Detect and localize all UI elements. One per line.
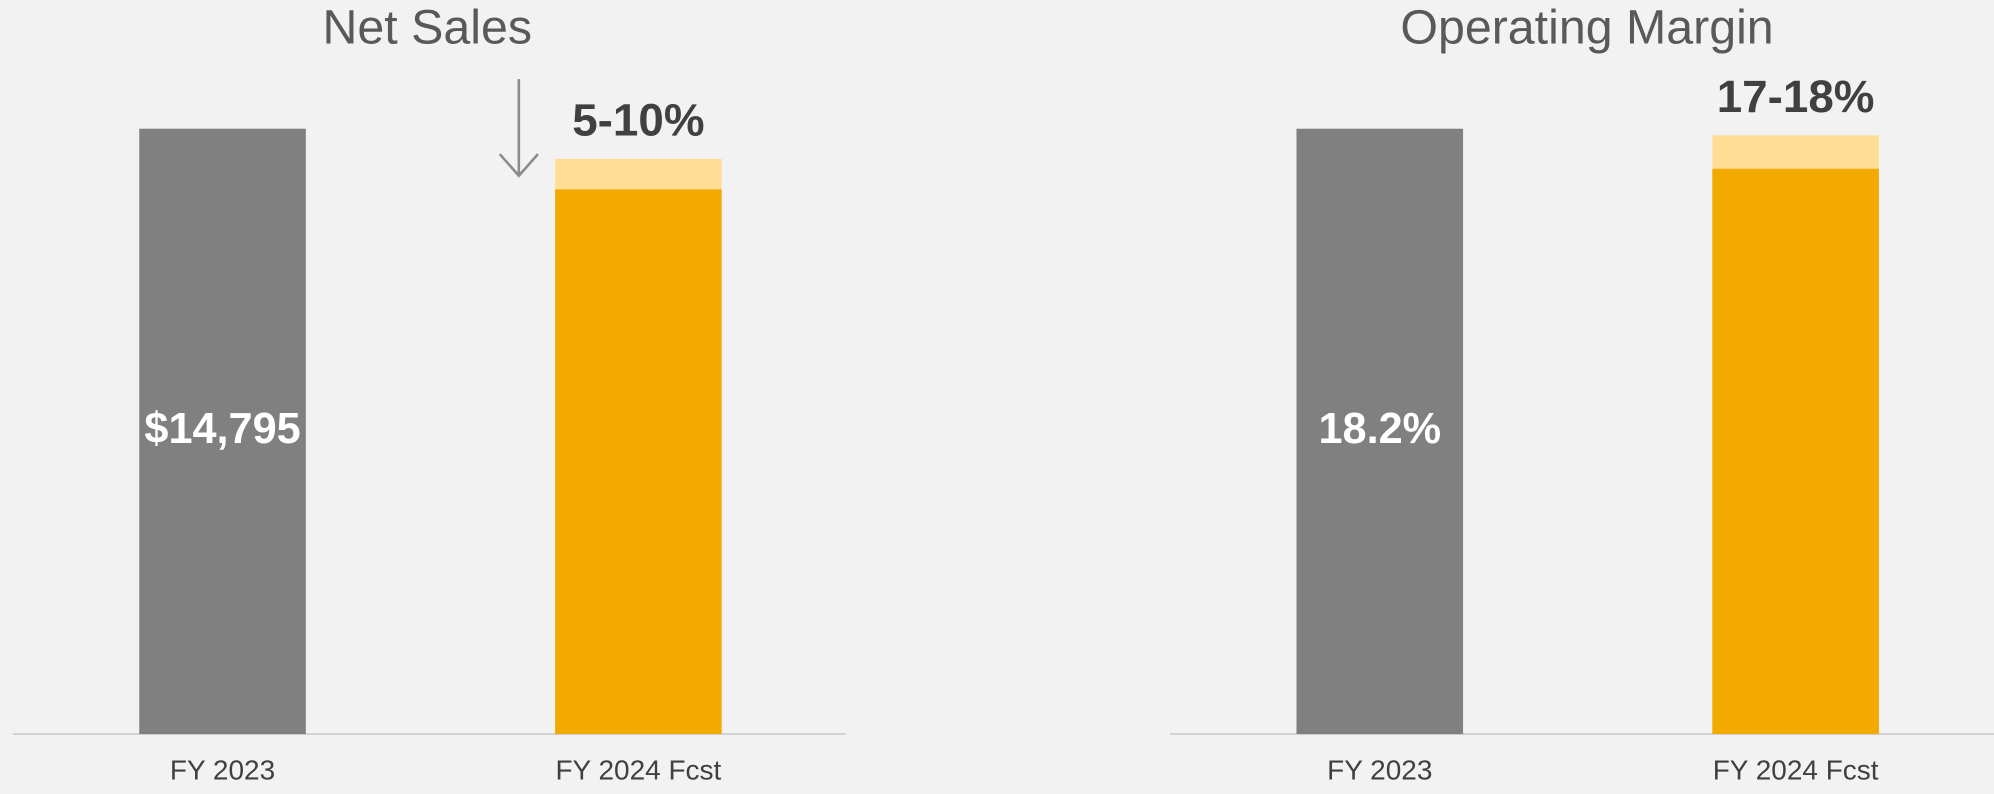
bar-segment (1712, 168, 1879, 735)
x-tick-label: FY 2024 Fcst (555, 755, 721, 786)
data-label: 18.2% (1319, 405, 1442, 453)
x-tick-label: FY 2023 (1327, 755, 1432, 786)
annotation: 17-18% (1717, 71, 1875, 122)
x-tick-label: FY 2023 (170, 755, 275, 786)
bar-segment (139, 128, 306, 735)
bar-segment (555, 189, 722, 735)
chart-title: Operating Margin (1400, 1, 1773, 55)
data-label: $14,795 (144, 405, 300, 453)
annotation: 5-10% (572, 94, 704, 145)
bar-segment (1296, 128, 1464, 735)
bar-segment (1712, 135, 1879, 169)
bar-segment (555, 158, 722, 190)
x-tick-label: FY 2024 Fcst (1713, 755, 1879, 786)
down-arrow (498, 79, 539, 178)
chart-title: Net Sales (323, 1, 532, 55)
